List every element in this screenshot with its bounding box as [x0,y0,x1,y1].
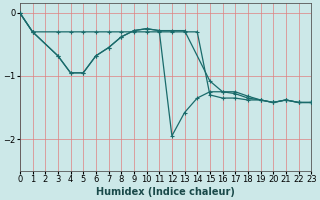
X-axis label: Humidex (Indice chaleur): Humidex (Indice chaleur) [96,187,235,197]
